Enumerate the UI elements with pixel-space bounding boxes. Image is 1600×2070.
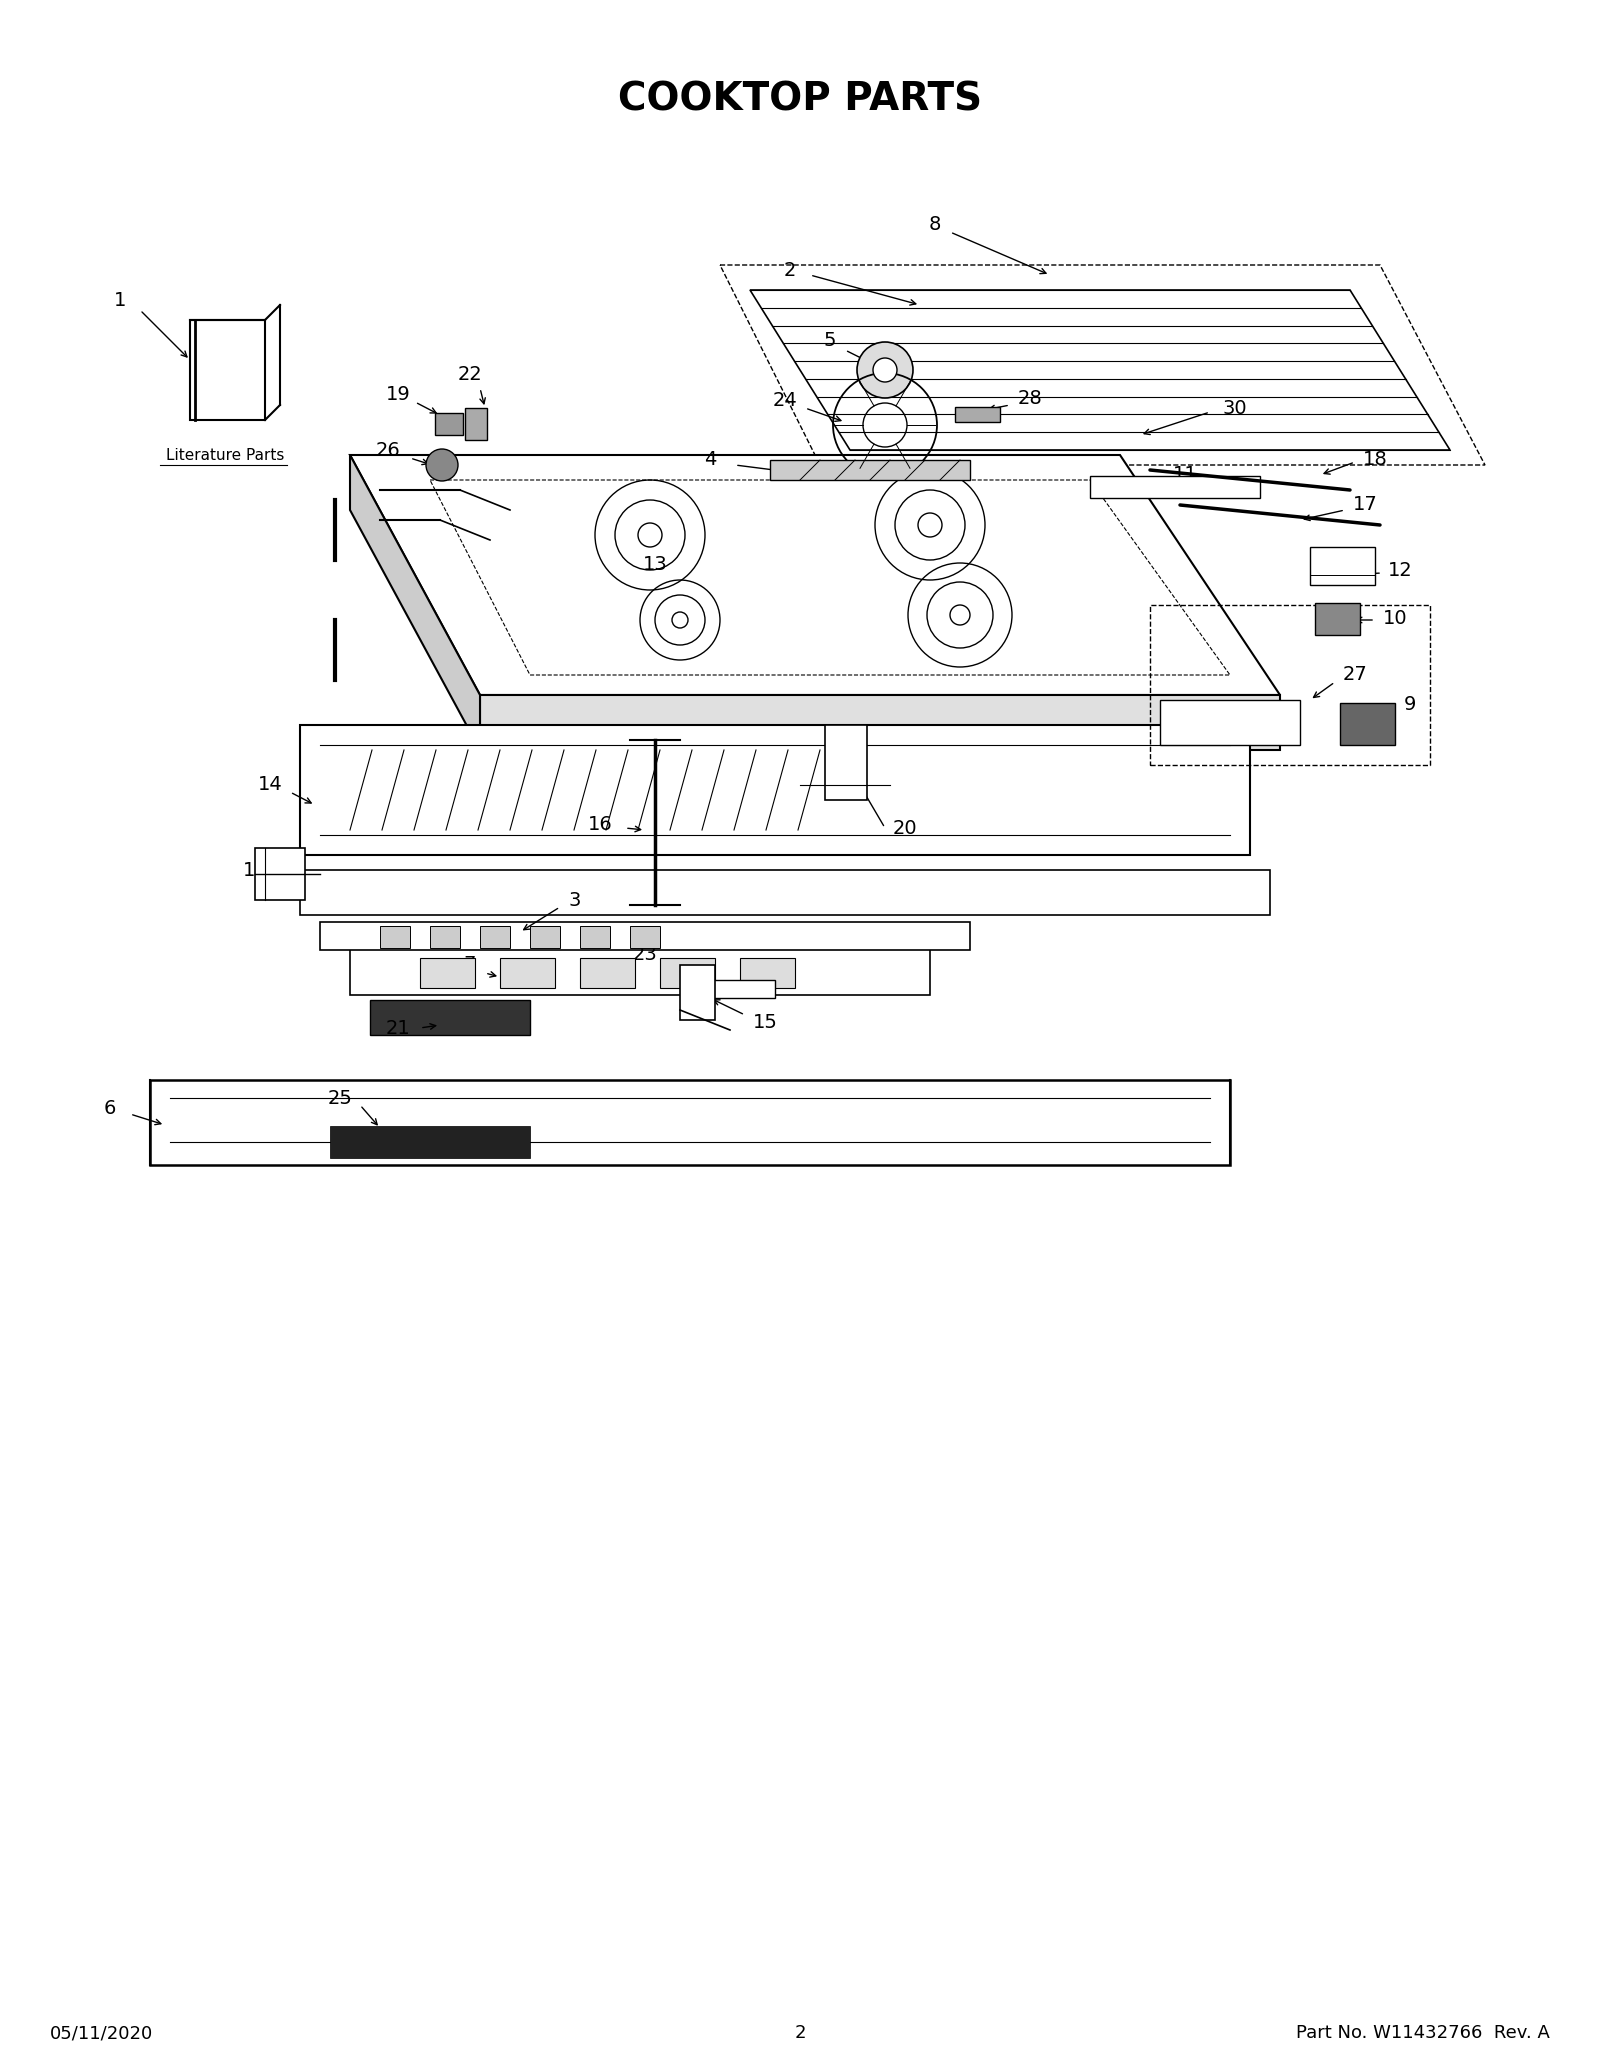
Text: 05/11/2020: 05/11/2020 xyxy=(50,2024,154,2041)
FancyBboxPatch shape xyxy=(430,925,461,948)
FancyBboxPatch shape xyxy=(826,724,867,799)
FancyBboxPatch shape xyxy=(770,460,970,480)
FancyBboxPatch shape xyxy=(350,940,930,996)
Text: 27: 27 xyxy=(1342,664,1368,685)
FancyBboxPatch shape xyxy=(701,979,774,998)
FancyBboxPatch shape xyxy=(1341,704,1395,745)
Text: 15: 15 xyxy=(752,1012,778,1031)
FancyBboxPatch shape xyxy=(466,408,486,441)
FancyBboxPatch shape xyxy=(190,321,266,420)
FancyBboxPatch shape xyxy=(480,925,510,948)
FancyBboxPatch shape xyxy=(301,724,1250,855)
Text: 29: 29 xyxy=(752,973,778,992)
Text: 17: 17 xyxy=(1352,495,1378,515)
Text: 8: 8 xyxy=(930,215,941,234)
Text: Part No. W11432766  Rev. A: Part No. W11432766 Rev. A xyxy=(1296,2024,1550,2041)
Text: 2: 2 xyxy=(794,2024,806,2041)
Text: 14: 14 xyxy=(258,776,282,795)
FancyBboxPatch shape xyxy=(370,1000,530,1035)
Text: 6: 6 xyxy=(104,1099,117,1118)
Text: 20: 20 xyxy=(893,818,917,838)
FancyBboxPatch shape xyxy=(330,1126,530,1157)
Text: 13: 13 xyxy=(643,555,667,575)
Text: 28: 28 xyxy=(1018,389,1042,408)
Text: 22: 22 xyxy=(458,366,482,385)
FancyBboxPatch shape xyxy=(499,958,555,987)
FancyBboxPatch shape xyxy=(254,849,306,900)
FancyBboxPatch shape xyxy=(150,1081,1230,1165)
Text: 24: 24 xyxy=(773,391,797,410)
Text: 9: 9 xyxy=(1403,696,1416,714)
FancyBboxPatch shape xyxy=(530,925,560,948)
Polygon shape xyxy=(480,696,1280,749)
FancyBboxPatch shape xyxy=(680,965,715,1021)
Text: 12: 12 xyxy=(1387,561,1413,580)
Text: 18: 18 xyxy=(1363,451,1387,470)
FancyBboxPatch shape xyxy=(661,958,715,987)
FancyBboxPatch shape xyxy=(435,414,462,435)
FancyBboxPatch shape xyxy=(320,921,970,950)
FancyBboxPatch shape xyxy=(579,958,635,987)
FancyBboxPatch shape xyxy=(419,958,475,987)
FancyBboxPatch shape xyxy=(1160,700,1299,745)
FancyBboxPatch shape xyxy=(579,925,610,948)
Text: 15: 15 xyxy=(243,861,267,880)
FancyBboxPatch shape xyxy=(955,408,1000,422)
FancyBboxPatch shape xyxy=(381,925,410,948)
Circle shape xyxy=(858,342,914,397)
Text: COOKTOP PARTS: COOKTOP PARTS xyxy=(618,81,982,118)
Polygon shape xyxy=(350,455,1280,696)
FancyBboxPatch shape xyxy=(1310,546,1374,586)
Circle shape xyxy=(874,358,898,383)
Text: 19: 19 xyxy=(386,385,410,404)
Text: 30: 30 xyxy=(1222,400,1248,418)
Text: 11: 11 xyxy=(1173,466,1197,484)
FancyBboxPatch shape xyxy=(1090,476,1261,499)
Text: 7: 7 xyxy=(464,956,477,975)
Text: 26: 26 xyxy=(376,441,400,460)
Polygon shape xyxy=(750,290,1450,449)
FancyBboxPatch shape xyxy=(739,958,795,987)
FancyBboxPatch shape xyxy=(301,869,1270,915)
Text: Literature Parts: Literature Parts xyxy=(166,447,285,462)
Text: 21: 21 xyxy=(386,1018,410,1037)
FancyBboxPatch shape xyxy=(630,925,661,948)
Text: 16: 16 xyxy=(587,816,613,834)
Text: 4: 4 xyxy=(704,451,717,470)
Text: 3: 3 xyxy=(570,890,581,909)
Text: 25: 25 xyxy=(328,1089,352,1107)
Text: 1: 1 xyxy=(114,290,126,310)
Polygon shape xyxy=(350,455,480,749)
FancyBboxPatch shape xyxy=(1315,602,1360,635)
Text: 2: 2 xyxy=(784,261,797,279)
Text: 23: 23 xyxy=(632,946,658,965)
Text: 10: 10 xyxy=(1382,609,1408,627)
Text: 5: 5 xyxy=(824,331,837,350)
Circle shape xyxy=(426,449,458,480)
